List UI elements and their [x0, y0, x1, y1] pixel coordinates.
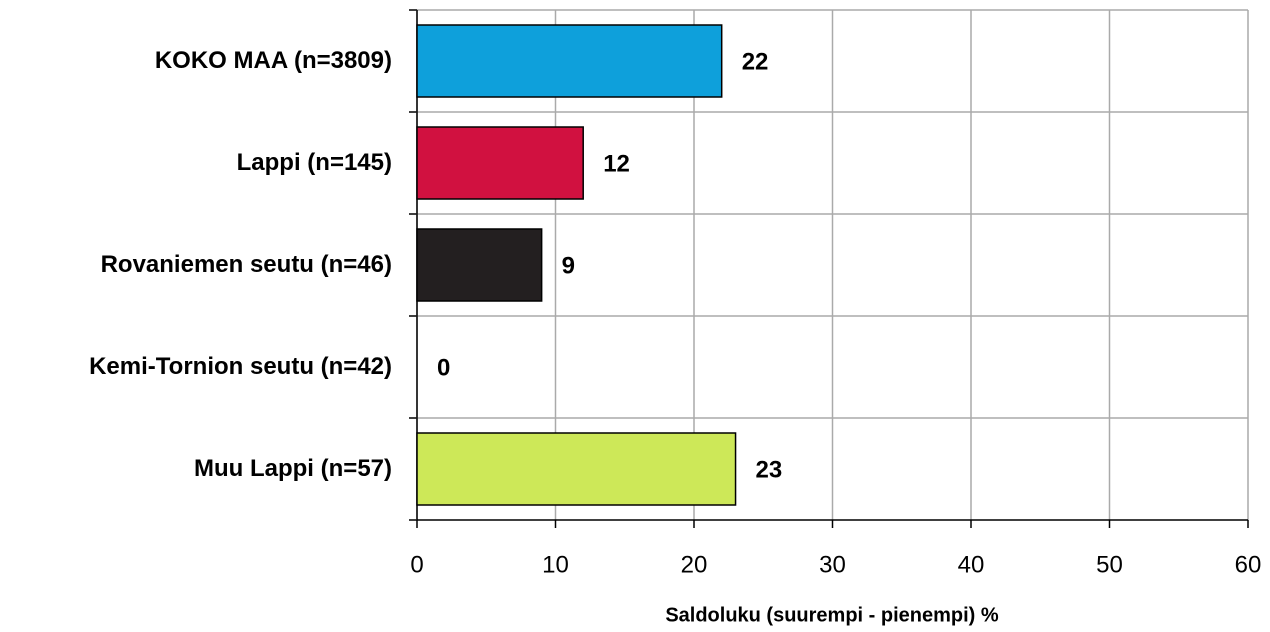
bar	[416, 24, 723, 98]
category-label-box: Rovaniemen seutu (n=46)	[0, 214, 392, 316]
x-tick-label: 30	[819, 551, 846, 578]
value-label: 9	[562, 252, 575, 279]
value-label: 22	[742, 48, 769, 75]
category-label-box: Kemi-Tornion seutu (n=42)	[0, 316, 392, 418]
category-label-box: Lappi (n=145)	[0, 112, 392, 214]
x-tick-label: 10	[542, 551, 569, 578]
y-tick-label: Muu Lappi (n=57)	[194, 455, 392, 482]
y-tick-label: Rovaniemen seutu (n=46)	[100, 251, 392, 278]
y-tick-label: Lappi (n=145)	[236, 149, 392, 176]
y-tick-label: Kemi-Tornion seutu (n=42)	[89, 353, 392, 380]
y-tick-label: KOKO MAA (n=3809)	[154, 47, 392, 74]
x-tick-label: 40	[958, 551, 985, 578]
category-label-box: KOKO MAA (n=3809)	[0, 10, 392, 112]
x-tick-label: 60	[1235, 551, 1262, 578]
bar	[416, 432, 737, 506]
value-label: 23	[756, 456, 783, 483]
x-tick-label: 20	[681, 551, 708, 578]
bar	[416, 228, 543, 302]
category-label-box: Muu Lappi (n=57)	[0, 418, 392, 520]
x-tick-label: 50	[1096, 551, 1123, 578]
bar	[416, 126, 584, 200]
x-tick-label: 0	[410, 551, 423, 578]
x-axis-title: Saldoluku (suurempi - pienempi) %	[665, 604, 999, 626]
value-label: 0	[437, 354, 450, 381]
value-label: 12	[603, 150, 630, 177]
